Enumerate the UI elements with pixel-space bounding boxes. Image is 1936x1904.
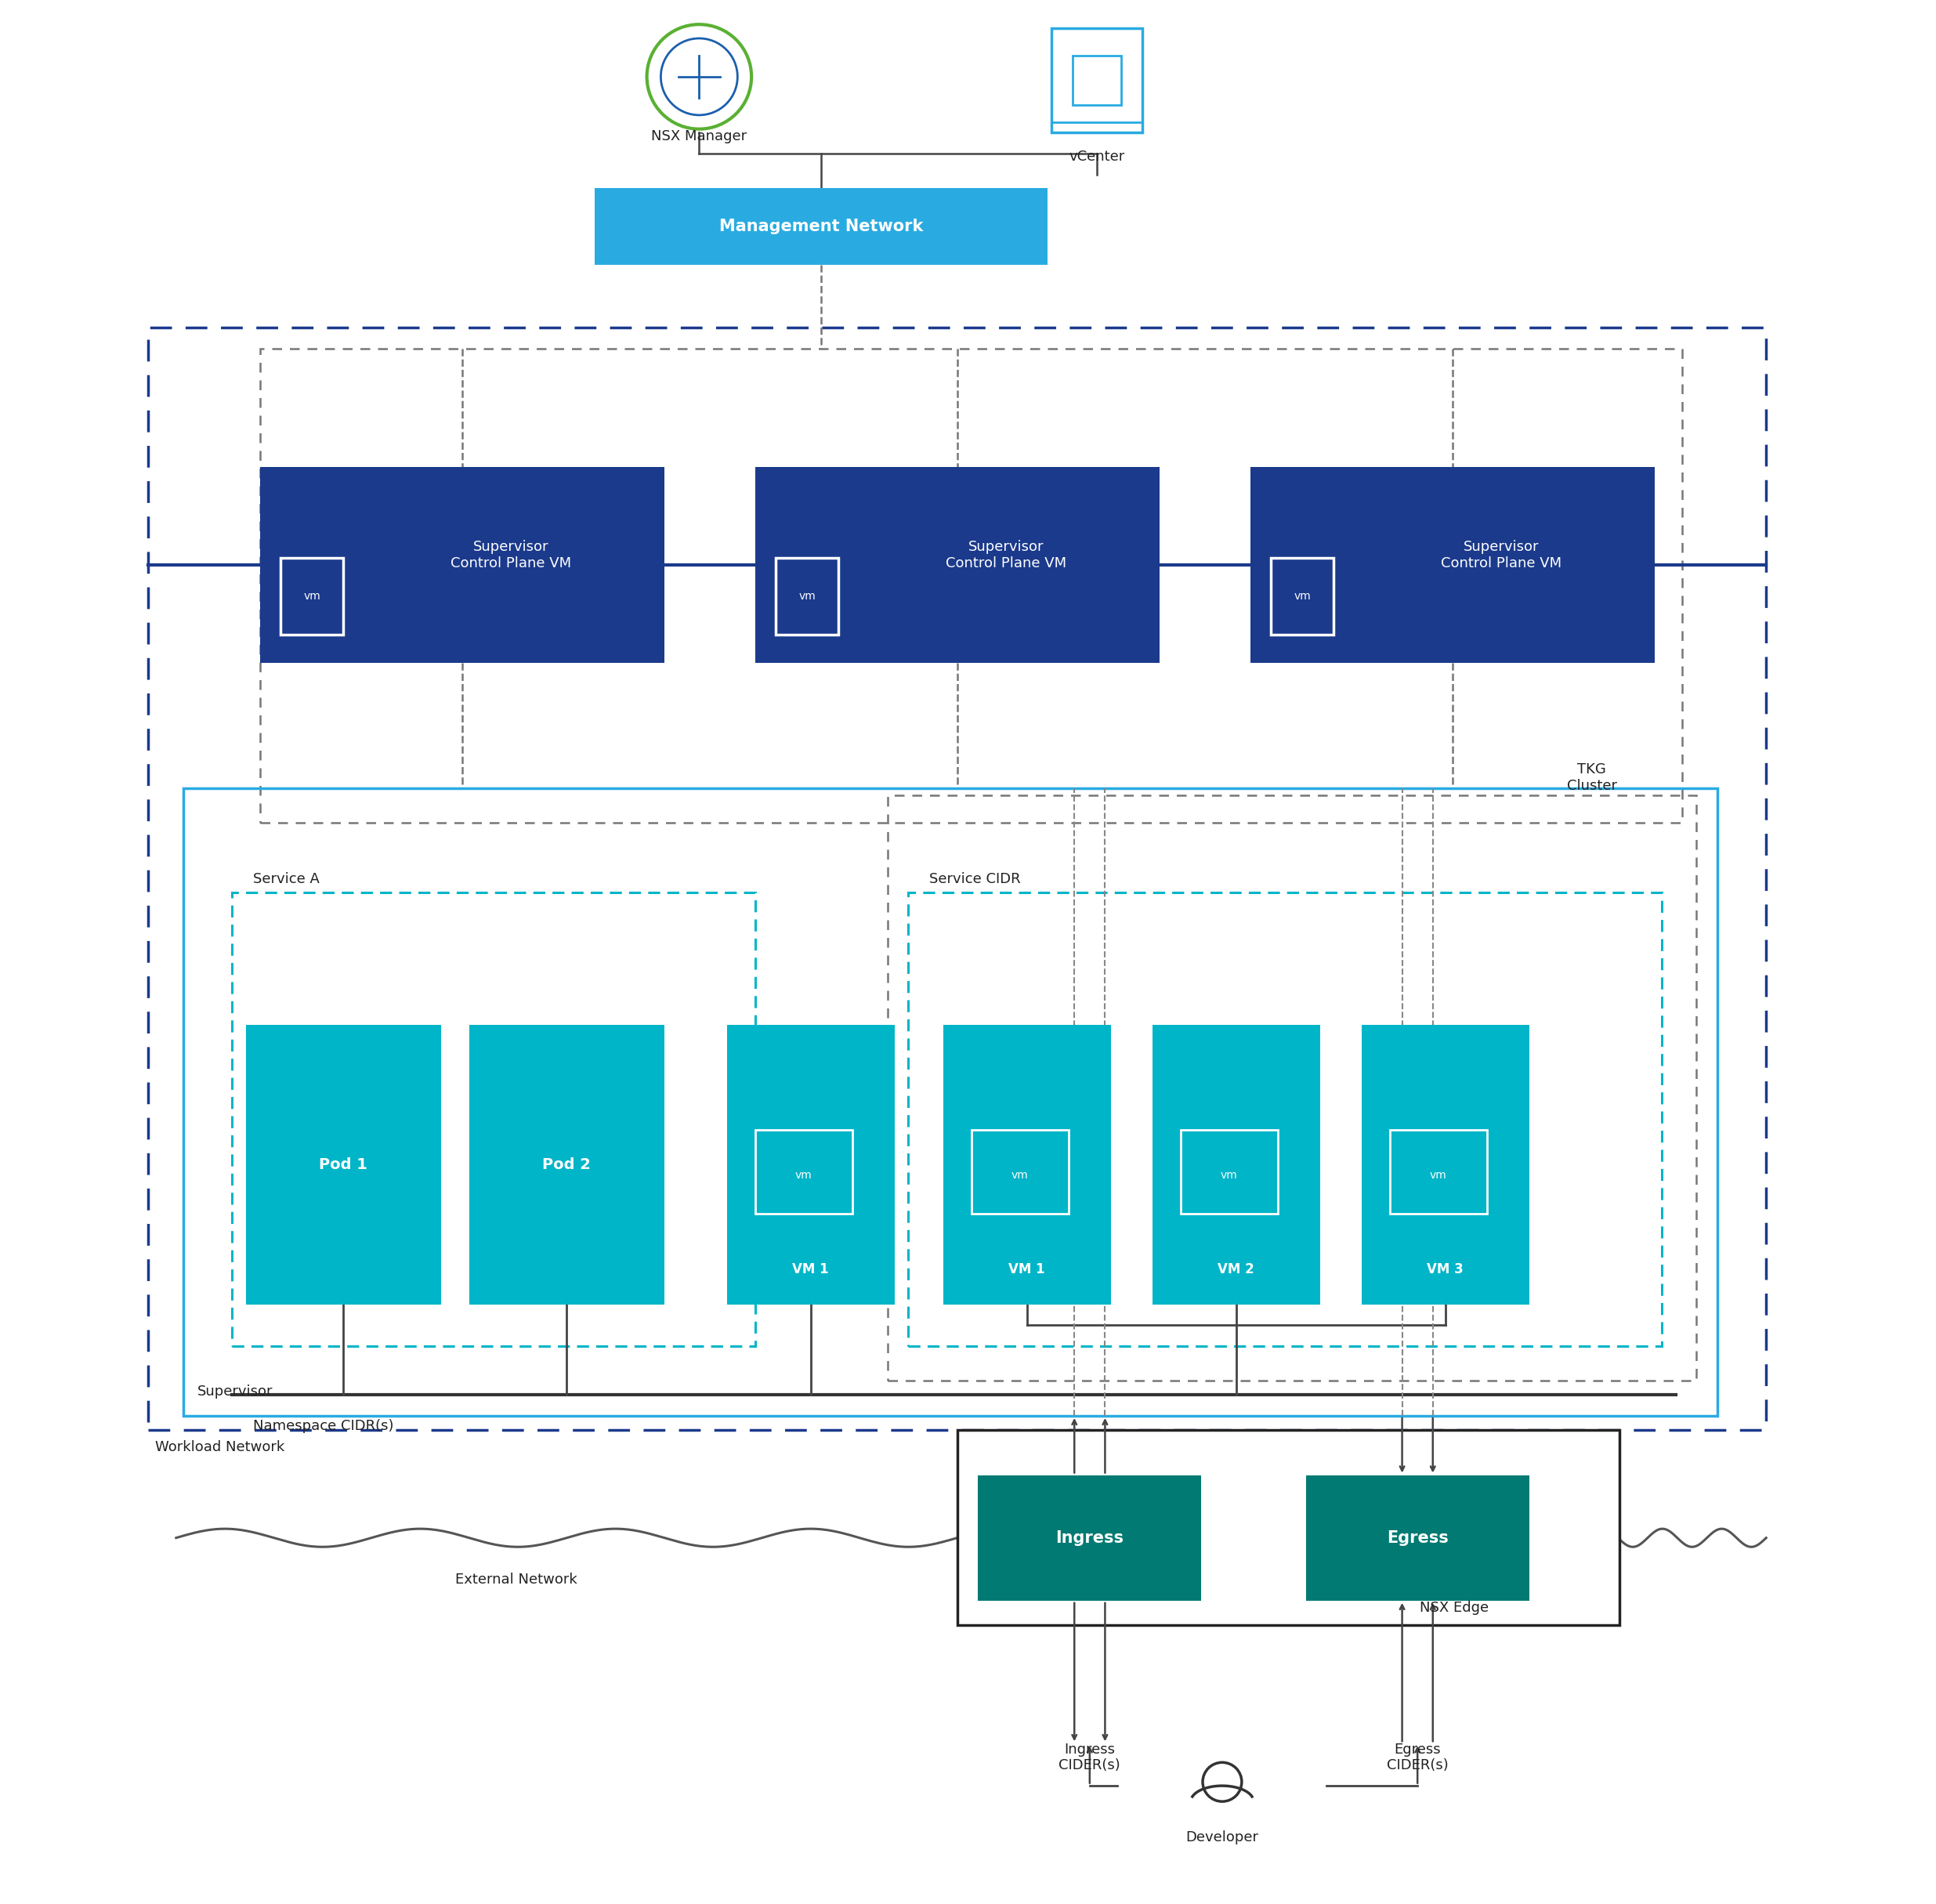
- Text: Service CIDR: Service CIDR: [929, 872, 1020, 885]
- Text: vm: vm: [796, 1169, 813, 1180]
- Bar: [246, 1024, 441, 1304]
- Text: Ingress: Ingress: [1055, 1531, 1123, 1546]
- Bar: [469, 1024, 664, 1304]
- Text: NSX Edge: NSX Edge: [1419, 1601, 1489, 1615]
- Text: Management Network: Management Network: [718, 219, 923, 234]
- Text: vm: vm: [1431, 1169, 1446, 1180]
- Bar: [755, 1129, 852, 1213]
- Text: NSX Manager: NSX Manager: [650, 129, 747, 143]
- Text: Supervisor
Control Plane VM: Supervisor Control Plane VM: [945, 541, 1067, 571]
- Text: Developer: Developer: [1185, 1830, 1258, 1845]
- Text: VM 1: VM 1: [1009, 1262, 1045, 1276]
- Bar: [943, 1024, 1111, 1304]
- Text: vm: vm: [1222, 1169, 1237, 1180]
- Text: VM 3: VM 3: [1427, 1262, 1464, 1276]
- Text: vm: vm: [800, 590, 815, 602]
- Text: Supervisor: Supervisor: [197, 1384, 273, 1398]
- Bar: [281, 558, 343, 634]
- Bar: [978, 1476, 1200, 1601]
- Text: Supervisor
Control Plane VM: Supervisor Control Plane VM: [451, 541, 571, 571]
- Text: Ingress
CIDER(s): Ingress CIDER(s): [1059, 1742, 1121, 1773]
- Bar: [956, 1430, 1620, 1624]
- Text: vm: vm: [1011, 1169, 1028, 1180]
- Bar: [887, 796, 1696, 1380]
- Bar: [594, 188, 1047, 265]
- Text: Egress
CIDER(s): Egress CIDER(s): [1386, 1742, 1448, 1773]
- Bar: [908, 893, 1661, 1346]
- Bar: [1251, 466, 1655, 663]
- Bar: [1307, 1476, 1529, 1601]
- Text: vCenter: vCenter: [1069, 150, 1125, 164]
- Bar: [232, 893, 755, 1346]
- Text: External Network: External Network: [455, 1573, 577, 1586]
- Text: Service A: Service A: [254, 872, 319, 885]
- Text: Supervisor
Control Plane VM: Supervisor Control Plane VM: [1440, 541, 1560, 571]
- Text: Workload Network: Workload Network: [155, 1439, 285, 1455]
- Text: Egress: Egress: [1386, 1531, 1448, 1546]
- Text: vm: vm: [304, 590, 321, 602]
- Bar: [184, 788, 1717, 1417]
- Text: TKG
Cluster: TKG Cluster: [1566, 762, 1617, 792]
- Text: VM 2: VM 2: [1218, 1262, 1255, 1276]
- Bar: [755, 466, 1160, 663]
- Text: Namespace CIDR(s): Namespace CIDR(s): [254, 1418, 393, 1434]
- Text: Pod 2: Pod 2: [542, 1158, 590, 1173]
- Bar: [1051, 29, 1142, 133]
- Text: Pod 1: Pod 1: [319, 1158, 368, 1173]
- Bar: [259, 348, 1682, 823]
- Bar: [1152, 1024, 1320, 1304]
- Bar: [728, 1024, 894, 1304]
- Text: vm: vm: [1293, 590, 1311, 602]
- Bar: [259, 466, 664, 663]
- Bar: [1272, 558, 1334, 634]
- Bar: [1073, 55, 1121, 105]
- Text: VM 1: VM 1: [792, 1262, 829, 1276]
- Bar: [776, 558, 838, 634]
- Bar: [1361, 1024, 1529, 1304]
- Bar: [1390, 1129, 1487, 1213]
- Bar: [1181, 1129, 1278, 1213]
- Bar: [149, 327, 1766, 1430]
- Bar: [972, 1129, 1069, 1213]
